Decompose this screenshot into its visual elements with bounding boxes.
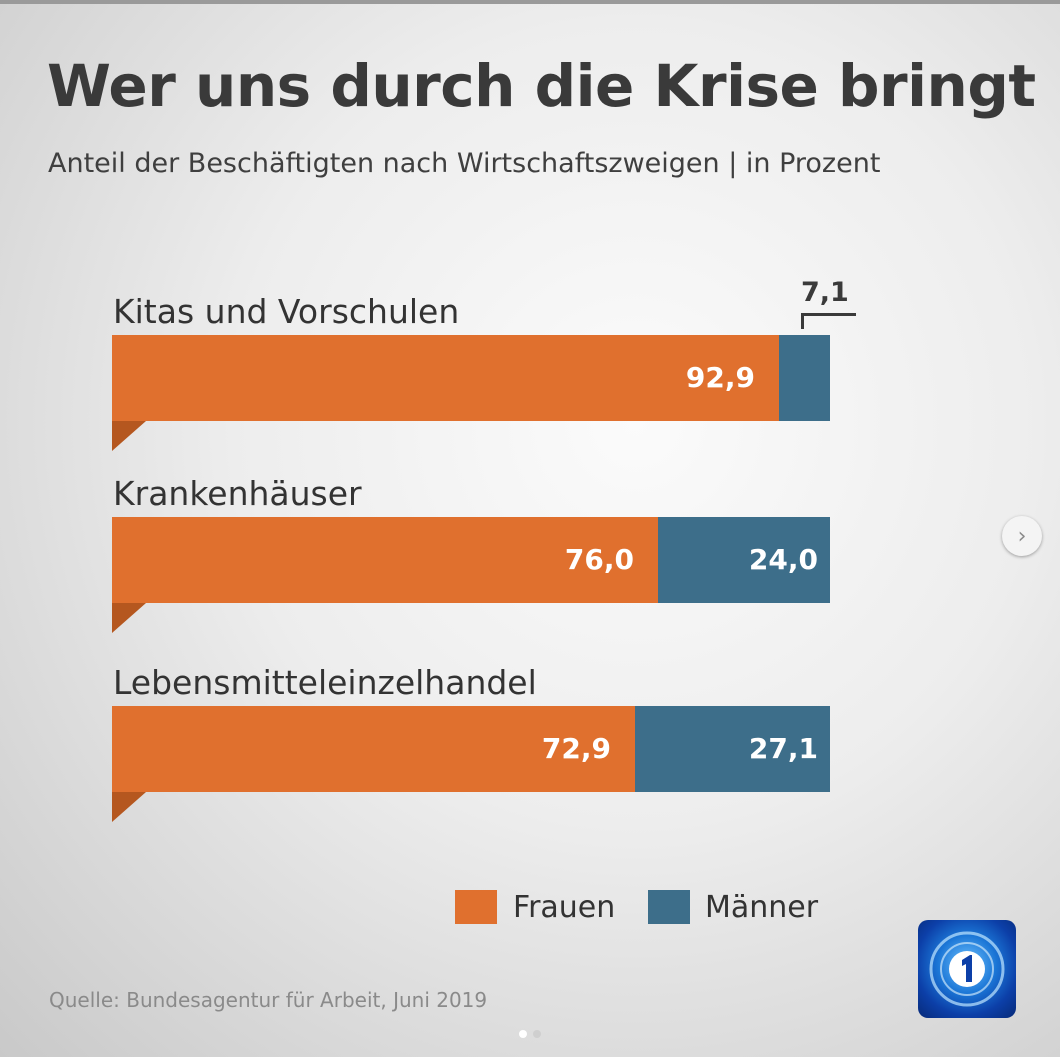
data-label-frauen: 92,9 xyxy=(685,361,755,394)
legend: Frauen Männer xyxy=(455,888,835,928)
bar-row: 92,9 xyxy=(112,335,830,421)
data-label-frauen: 76,0 xyxy=(564,543,634,576)
bar-segment-maenner xyxy=(635,706,830,792)
legend-swatch-frauen xyxy=(455,890,497,924)
callout-bracket xyxy=(801,313,856,316)
legend-label-maenner: Männer xyxy=(705,890,819,925)
category-label: Krankenhäuser xyxy=(113,474,362,513)
legend-label-frauen: Frauen xyxy=(513,890,616,925)
bar-segment-maenner xyxy=(658,517,830,603)
category-label: Lebensmitteleinzelhandel xyxy=(113,663,537,702)
bar-segment-frauen xyxy=(112,517,658,603)
bar-fold-decoration xyxy=(112,792,146,822)
bar-row: 72,9 27,1 xyxy=(112,706,830,792)
bar-row: 76,0 24,0 xyxy=(112,517,830,603)
bar-fold-decoration xyxy=(112,603,146,633)
bar-fold-decoration xyxy=(112,421,146,451)
callout-bracket-tick xyxy=(801,313,804,329)
ard-tagesschau-logo-icon xyxy=(918,920,1016,1018)
top-border xyxy=(0,0,1060,4)
source-note: Quelle: Bundesagentur für Arbeit, Juni 2… xyxy=(49,988,488,1012)
bar-segment-frauen xyxy=(112,335,779,421)
category-label: Kitas und Vorschulen xyxy=(113,292,460,331)
chart-title: Wer uns durch die Krise bringt xyxy=(47,52,1036,120)
carousel-dot-active[interactable] xyxy=(519,1030,527,1038)
data-label-frauen: 72,9 xyxy=(541,732,611,765)
chevron-right-icon[interactable]: › xyxy=(1002,516,1042,556)
carousel-dot[interactable] xyxy=(533,1030,541,1038)
legend-swatch-maenner xyxy=(648,890,690,924)
data-label-maenner: 7,1 xyxy=(801,277,849,308)
data-label-maenner: 27,1 xyxy=(748,732,818,765)
bar-segment-maenner xyxy=(779,335,830,421)
chart-subtitle: Anteil der Beschäftigten nach Wirtschaft… xyxy=(48,148,881,179)
data-label-maenner: 24,0 xyxy=(748,543,818,576)
bar-segment-frauen xyxy=(112,706,635,792)
